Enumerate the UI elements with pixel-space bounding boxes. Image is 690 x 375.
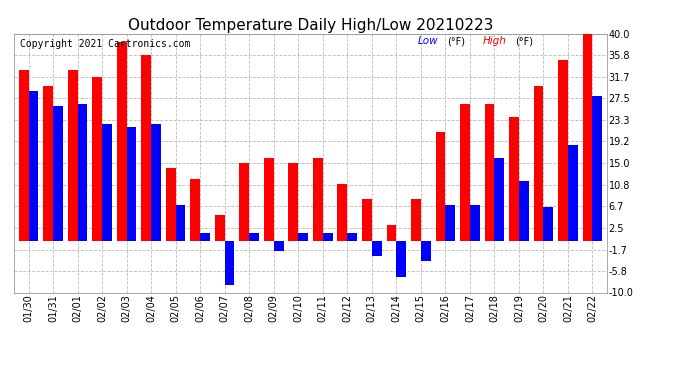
Bar: [274, 241, 284, 251]
Bar: [593, 96, 602, 241]
Bar: [141, 56, 151, 241]
Bar: [533, 86, 544, 241]
Bar: [92, 77, 102, 241]
Bar: [470, 204, 480, 241]
Bar: [421, 241, 431, 261]
Bar: [313, 158, 323, 241]
Bar: [362, 200, 372, 241]
Bar: [126, 127, 137, 241]
Bar: [445, 204, 455, 241]
Bar: [151, 124, 161, 241]
Text: Copyright 2021 Cartronics.com: Copyright 2021 Cartronics.com: [20, 39, 190, 49]
Bar: [582, 34, 593, 241]
Bar: [200, 233, 210, 241]
Bar: [568, 145, 578, 241]
Text: (°F): (°F): [447, 36, 465, 46]
Bar: [102, 124, 112, 241]
Bar: [68, 70, 77, 241]
Bar: [323, 233, 333, 241]
Bar: [460, 104, 470, 241]
Bar: [558, 60, 568, 241]
Bar: [435, 132, 445, 241]
Bar: [249, 233, 259, 241]
Bar: [77, 104, 88, 241]
Text: High: High: [482, 36, 506, 46]
Bar: [19, 70, 28, 241]
Bar: [53, 106, 63, 241]
Bar: [28, 91, 39, 241]
Text: Low: Low: [417, 36, 438, 46]
Bar: [117, 42, 126, 241]
Bar: [372, 241, 382, 256]
Bar: [190, 178, 200, 241]
Bar: [347, 233, 357, 241]
Bar: [519, 181, 529, 241]
Text: (°F): (°F): [515, 36, 533, 46]
Bar: [484, 104, 495, 241]
Bar: [176, 204, 186, 241]
Bar: [495, 158, 504, 241]
Bar: [239, 163, 249, 241]
Bar: [411, 200, 421, 241]
Bar: [264, 158, 274, 241]
Bar: [298, 233, 308, 241]
Bar: [337, 184, 347, 241]
Bar: [386, 225, 396, 241]
Bar: [43, 86, 53, 241]
Bar: [166, 168, 176, 241]
Bar: [215, 215, 225, 241]
Bar: [225, 241, 235, 285]
Bar: [396, 241, 406, 277]
Bar: [288, 163, 298, 241]
Bar: [509, 117, 519, 241]
Title: Outdoor Temperature Daily High/Low 20210223: Outdoor Temperature Daily High/Low 20210…: [128, 18, 493, 33]
Bar: [544, 207, 553, 241]
